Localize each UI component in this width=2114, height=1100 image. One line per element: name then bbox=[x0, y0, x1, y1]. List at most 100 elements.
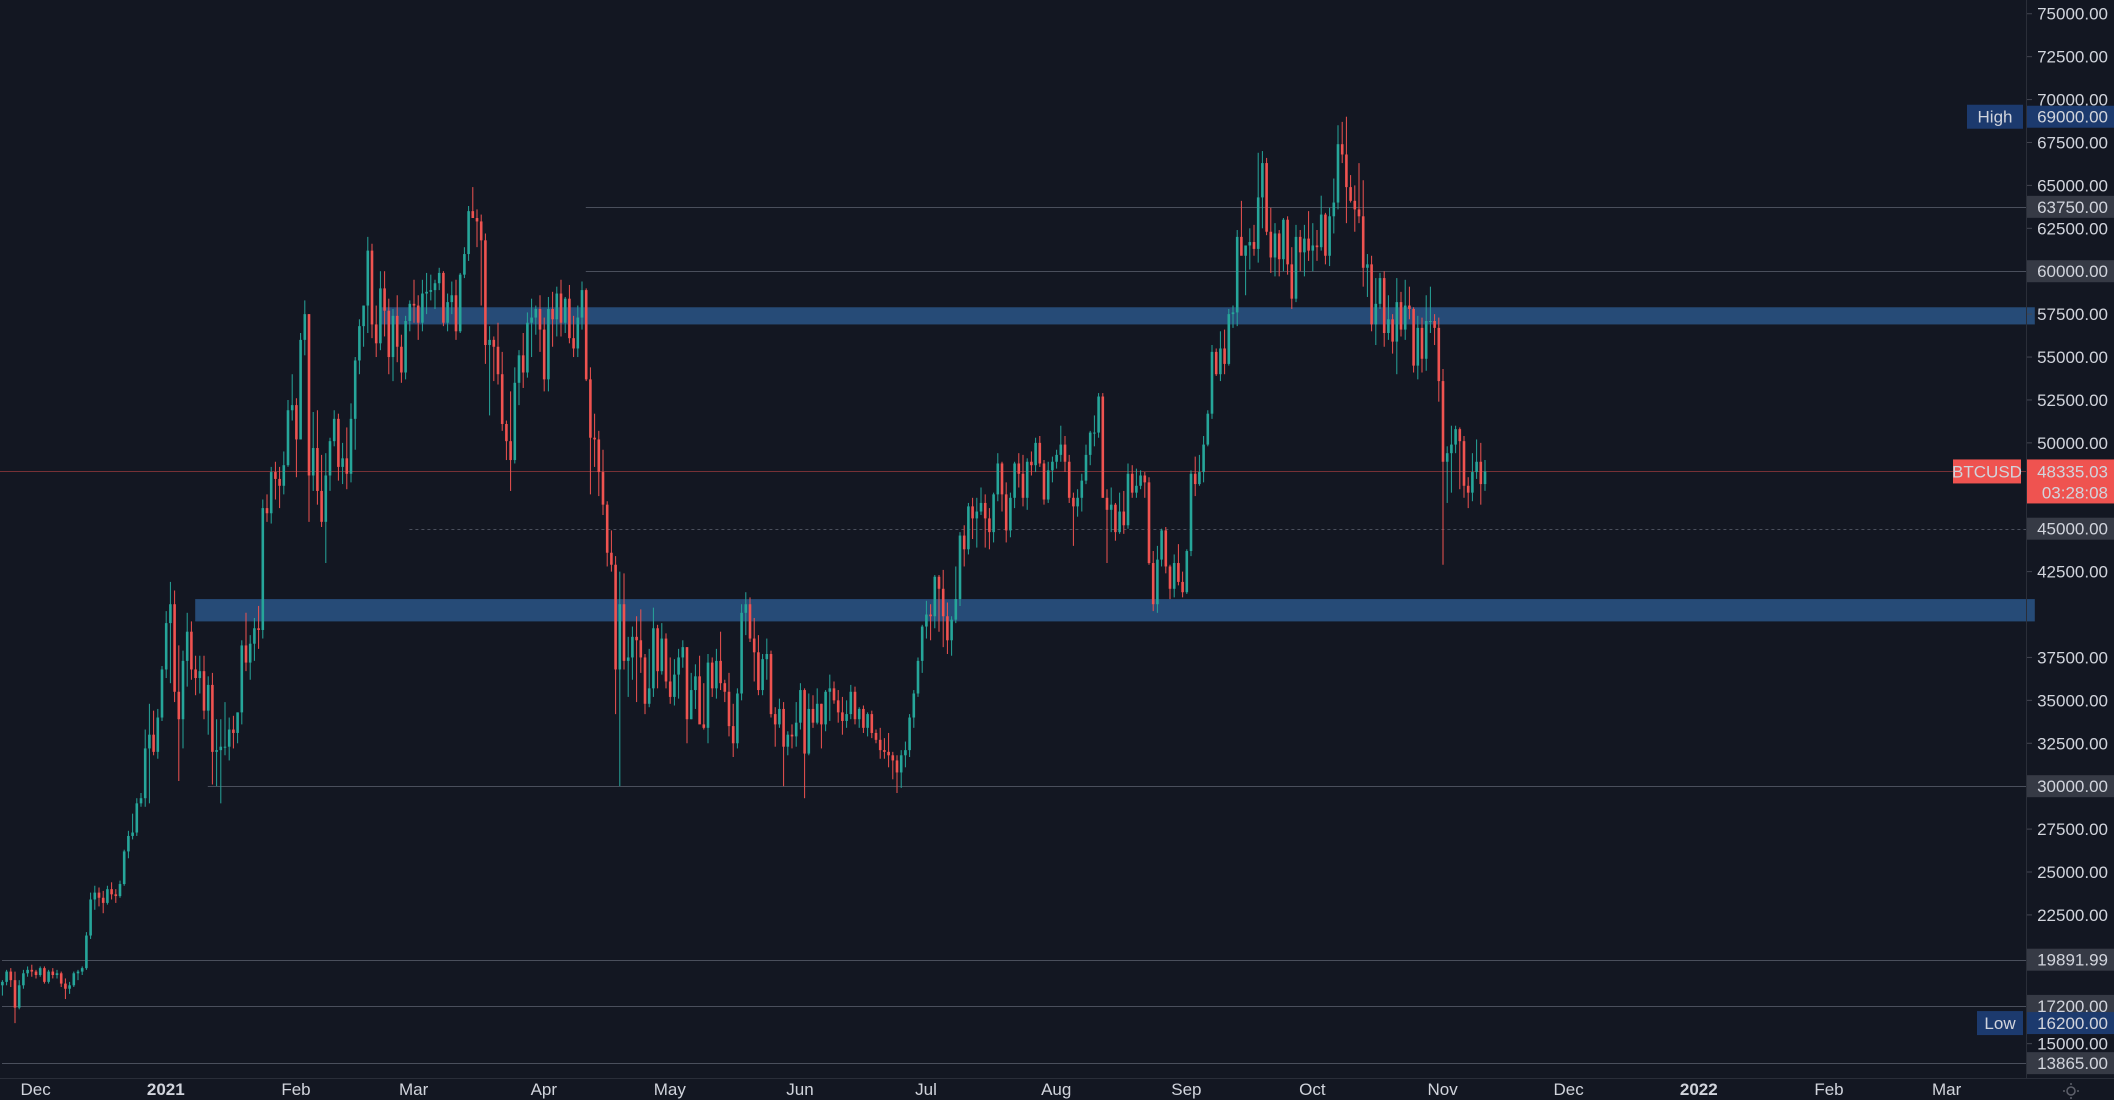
candle-body bbox=[345, 458, 349, 474]
candle-body bbox=[559, 293, 563, 323]
candle-body bbox=[1412, 308, 1415, 366]
candle-body bbox=[1265, 163, 1268, 232]
candle-body bbox=[740, 612, 743, 694]
candle-body bbox=[1168, 566, 1172, 589]
settings-icon[interactable] bbox=[2063, 1083, 2079, 1099]
candle-body bbox=[211, 684, 214, 752]
candle-body bbox=[1391, 319, 1394, 342]
candle-body bbox=[916, 660, 920, 694]
candle-body bbox=[1126, 473, 1130, 526]
candle-body bbox=[1366, 264, 1369, 268]
candle-body bbox=[1244, 245, 1247, 256]
time-tick-label: Aug bbox=[1041, 1080, 1071, 1099]
candle-body bbox=[836, 700, 840, 713]
candle-body bbox=[1420, 327, 1424, 359]
candle-body bbox=[26, 969, 29, 974]
candle-body bbox=[815, 703, 819, 723]
candle-body bbox=[719, 660, 722, 684]
candle-body bbox=[664, 638, 668, 682]
candle-body bbox=[169, 604, 172, 624]
price-axis-ticks[interactable]: 75000.00 72500.00 70000.00 67500.00 65000.00… bbox=[2027, 5, 2108, 1054]
candle-body bbox=[1185, 551, 1189, 593]
candle-body bbox=[59, 973, 63, 984]
candle-body bbox=[261, 508, 265, 630]
candle-body bbox=[1471, 472, 1474, 493]
candle-body bbox=[652, 628, 655, 689]
candle-body bbox=[899, 755, 903, 773]
candle-body bbox=[148, 734, 151, 749]
time-tick-label: Oct bbox=[1299, 1080, 1326, 1099]
price-tick-label: 15000.00 bbox=[2037, 1035, 2108, 1054]
candle-body bbox=[610, 552, 613, 565]
candle-body bbox=[1403, 305, 1407, 330]
candle-body bbox=[988, 518, 991, 533]
candle-body bbox=[72, 973, 76, 986]
candle-body bbox=[332, 418, 336, 442]
candle-body bbox=[983, 502, 987, 519]
candle-body bbox=[1017, 463, 1021, 474]
candle-body bbox=[1189, 473, 1193, 552]
candle-body bbox=[1382, 278, 1386, 334]
candle-body bbox=[257, 628, 260, 630]
candle-body bbox=[605, 504, 609, 553]
candle-body bbox=[362, 305, 365, 327]
candle-body bbox=[748, 604, 752, 639]
price-tick-label: 25000.00 bbox=[2037, 863, 2108, 882]
candle-body bbox=[185, 631, 189, 661]
candle-body bbox=[1059, 444, 1063, 455]
candle-body bbox=[1021, 473, 1025, 498]
candle-body bbox=[820, 703, 823, 725]
candle-body bbox=[1483, 471, 1487, 485]
candle-body bbox=[803, 690, 806, 754]
candle-body bbox=[849, 691, 853, 715]
candle-body bbox=[34, 971, 38, 976]
candle-body bbox=[412, 303, 416, 306]
level-badge-2-text: 30000.00 bbox=[2037, 777, 2108, 796]
time-axis-ticks[interactable]: Dec 2021 Feb Mar Apr May Jun Jul Aug Sep Oct Nov Dec… bbox=[20, 1080, 1961, 1099]
candle-body bbox=[1000, 463, 1004, 495]
price-tick-label: 57500.00 bbox=[2037, 305, 2108, 324]
candle-body bbox=[500, 374, 504, 424]
candle-body bbox=[85, 935, 88, 969]
candle-body bbox=[13, 980, 17, 1008]
candle-body bbox=[416, 305, 420, 323]
candle-body bbox=[1038, 442, 1042, 464]
candle-body bbox=[593, 437, 596, 440]
candle-body bbox=[152, 734, 155, 752]
level-badge-0-bg bbox=[2027, 195, 2114, 218]
candle-body bbox=[962, 535, 966, 550]
time-tick-label: Nov bbox=[1427, 1080, 1458, 1099]
marked-level-badge-0-text: 69000.00 bbox=[2037, 108, 2108, 127]
candle-body bbox=[366, 250, 370, 306]
candle-body bbox=[236, 712, 239, 733]
candle-body bbox=[920, 626, 924, 661]
candle-body bbox=[181, 660, 185, 720]
candle-body bbox=[824, 691, 827, 725]
candle-body bbox=[929, 614, 932, 617]
candle-body bbox=[1286, 219, 1289, 265]
candle-body bbox=[862, 708, 865, 728]
candle-body bbox=[1072, 497, 1075, 507]
price-tick-label: 62500.00 bbox=[2037, 219, 2108, 238]
candle-body bbox=[488, 339, 491, 346]
candle-body bbox=[1181, 581, 1184, 593]
candle-body bbox=[643, 657, 647, 704]
candle-body bbox=[799, 690, 802, 723]
candle-body bbox=[647, 688, 651, 704]
candle-body bbox=[580, 290, 584, 318]
candle-body bbox=[715, 660, 718, 689]
candle-body bbox=[1172, 563, 1176, 589]
time-tick-label: Dec bbox=[1553, 1080, 1584, 1099]
candle-body bbox=[118, 884, 122, 897]
candle-body bbox=[1479, 461, 1483, 485]
candle-body bbox=[685, 647, 689, 720]
candle-body bbox=[278, 478, 281, 486]
candle-body bbox=[164, 623, 168, 670]
candle-body bbox=[1067, 461, 1071, 498]
candle-body bbox=[971, 506, 974, 519]
candle-body bbox=[601, 472, 605, 505]
candle-body bbox=[295, 405, 298, 440]
price-tick-label: 37500.00 bbox=[2037, 648, 2108, 667]
candle-body bbox=[1261, 163, 1264, 198]
